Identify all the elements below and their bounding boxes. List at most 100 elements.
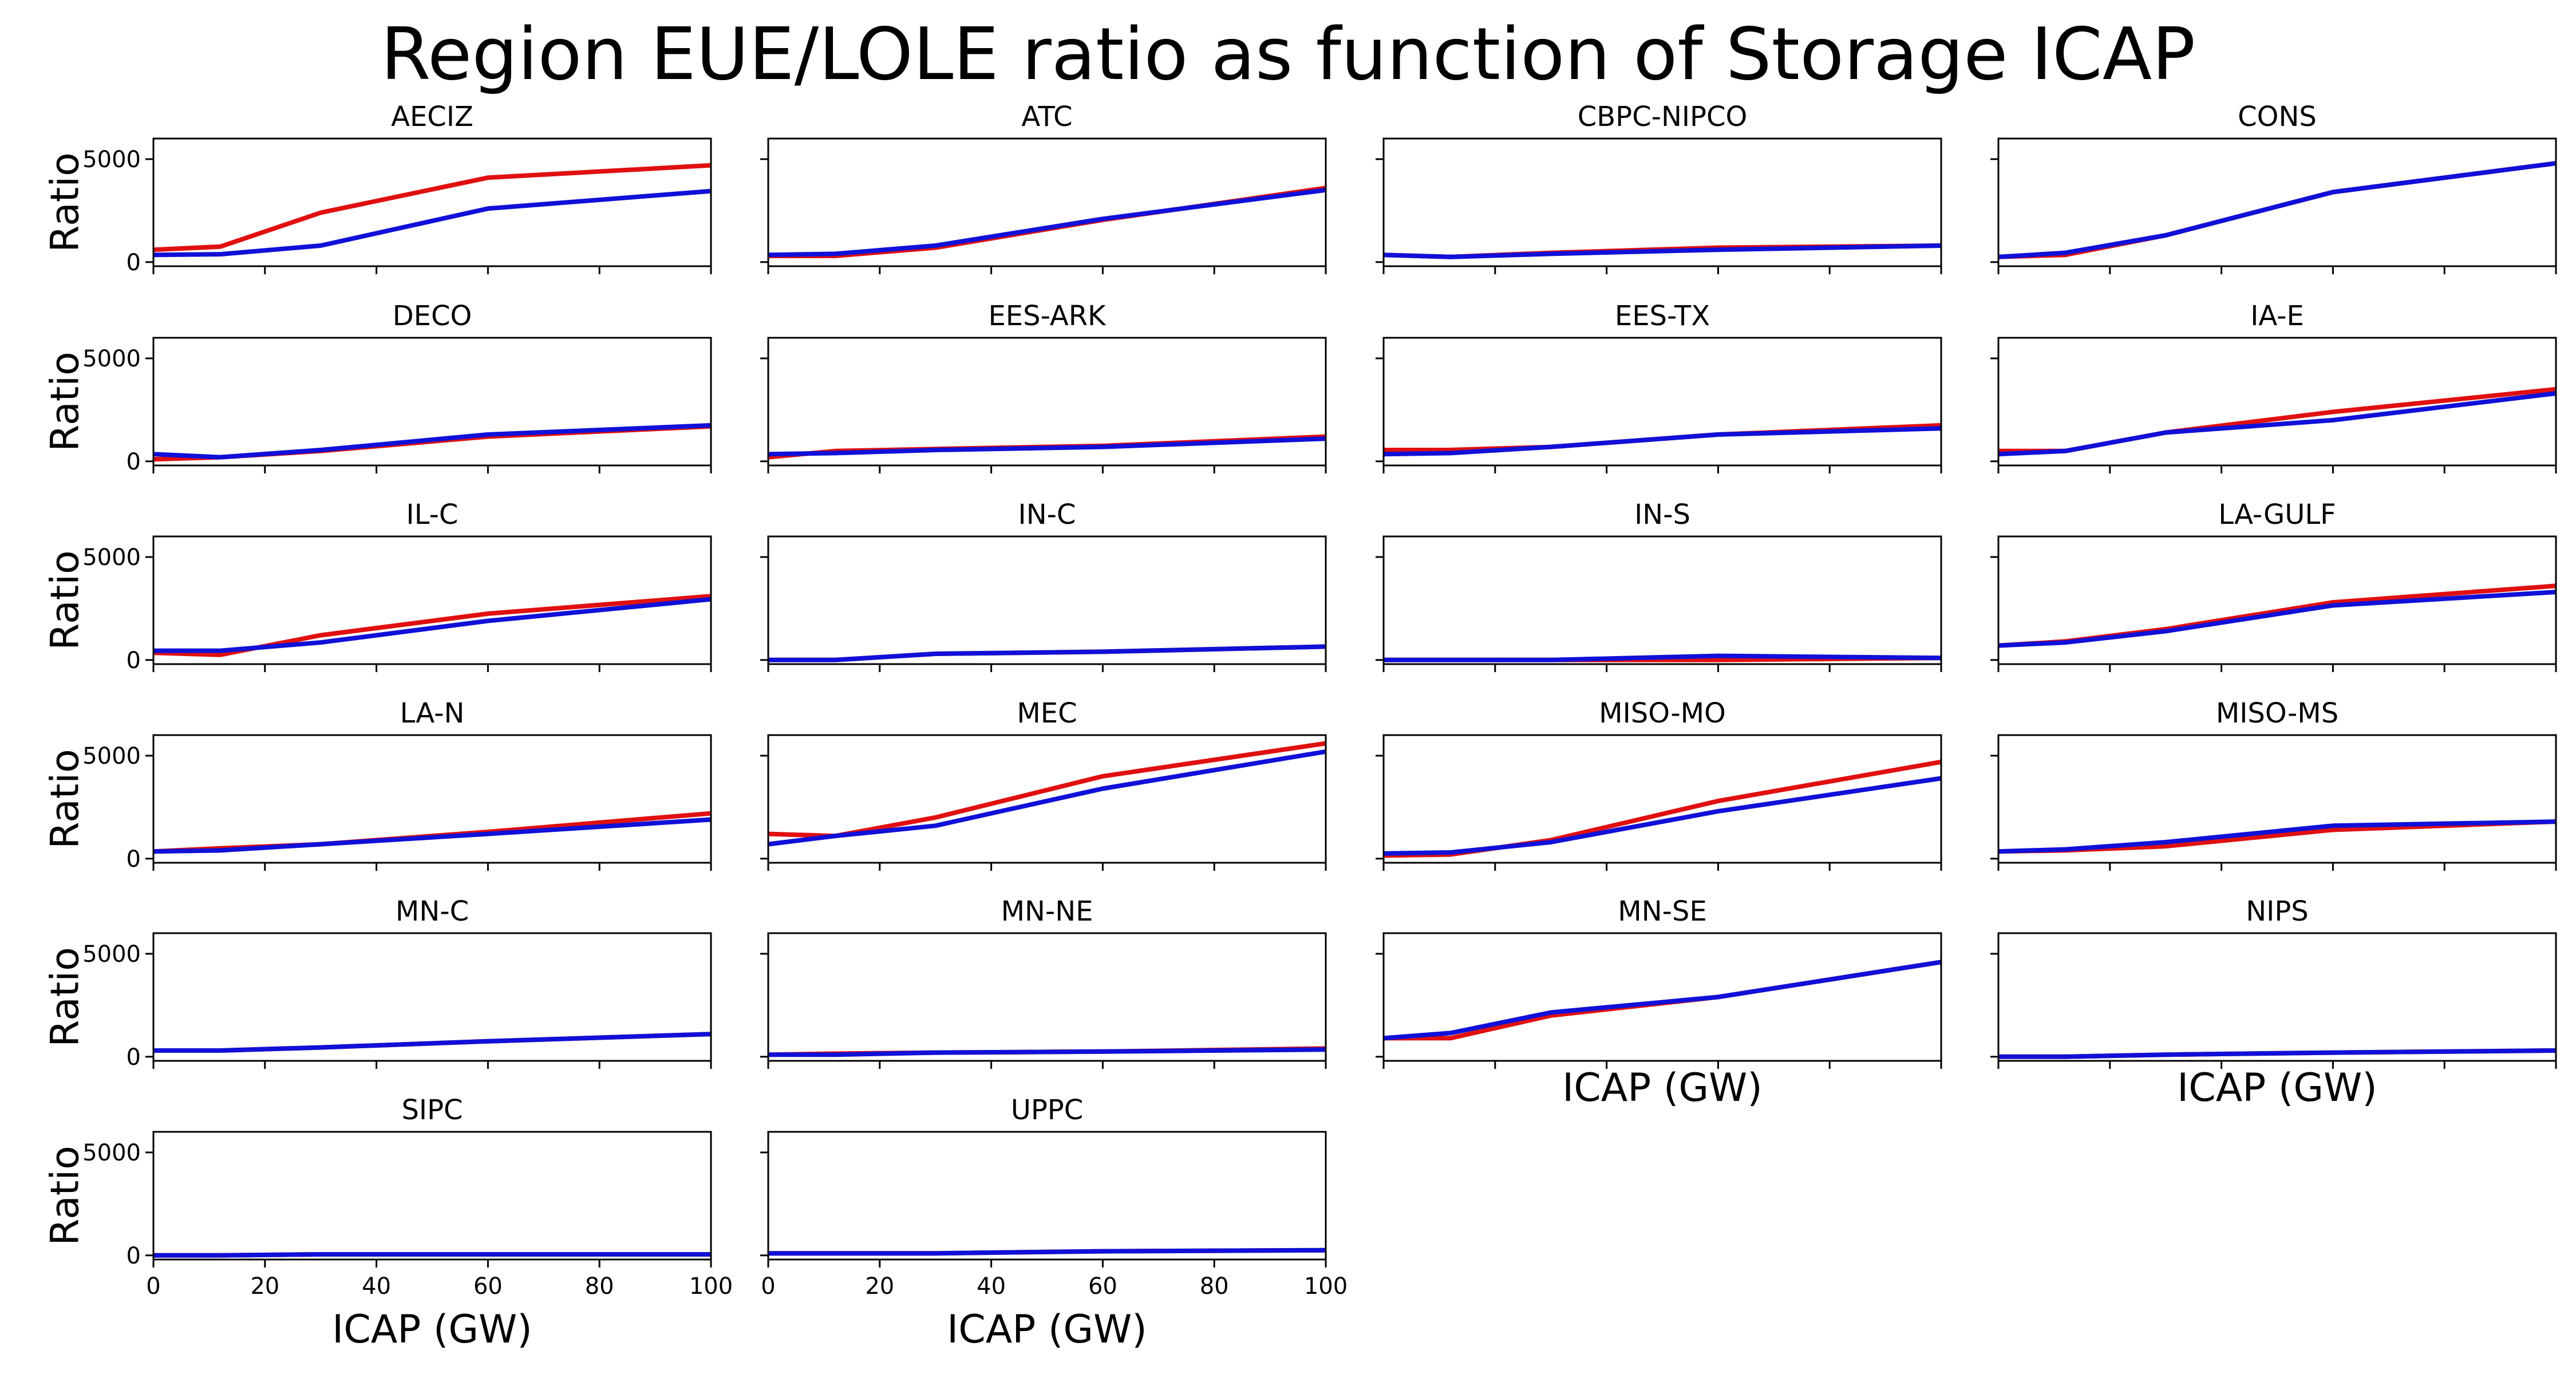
axes-frame-cons: [1997, 137, 2557, 267]
y-tick-label-deco-0: 0: [127, 449, 141, 475]
subplot-title-ees-tx: EES-TX: [1615, 300, 1710, 332]
series-line-blue-mn-se: [1383, 960, 1942, 1041]
subplot-title-deco: DECO: [393, 300, 472, 332]
series-line-blue-ees-tx: [1383, 426, 1942, 457]
subplot-mec: MEC: [760, 697, 1327, 871]
y-tick-label-deco-1: 5000: [82, 346, 141, 372]
subplot-title-aeciz: AECIZ: [391, 101, 473, 133]
subplot-ees-ark: EES-ARK: [760, 300, 1327, 473]
y-axis-label-la-n: Ratio: [43, 749, 88, 849]
axes-frame-mn-ne: [767, 932, 1327, 1062]
series-line-blue-mec: [768, 749, 1326, 847]
x-tick-label-sipc-4: 80: [585, 1273, 614, 1300]
series-line-blue-il-c: [153, 597, 712, 653]
subplot-title-mn-se: MN-SE: [1618, 895, 1706, 927]
y-tick-label-il-c-1: 5000: [82, 544, 141, 571]
axes-frame-uppc: [767, 1131, 1327, 1261]
series-line-blue-ees-ark: [768, 436, 1326, 457]
axes-frame-atc: [767, 137, 1327, 267]
axes-frame-ees-tx: [1382, 337, 1942, 467]
subplot-mn-ne: MN-NE: [760, 895, 1327, 1069]
series-line-blue-miso-ms: [1998, 819, 2557, 854]
series-line-blue-uppc: [768, 1247, 1326, 1256]
series-line-red-aeciz: [153, 163, 712, 252]
x-axis-label-sipc: ICAP (GW): [332, 1307, 532, 1352]
subplot-title-mec: MEC: [1017, 697, 1077, 729]
y-tick-label-la-n-0: 0: [127, 846, 141, 872]
subplot-title-in-c: IN-C: [1018, 499, 1076, 531]
series-line-blue-deco: [153, 423, 712, 460]
subplot-miso-mo: MISO-MO: [1376, 697, 1942, 871]
series-line-red-mec: [768, 741, 1326, 839]
axes-frame-mn-c: [152, 932, 712, 1062]
axes-frame-in-s: [1382, 535, 1942, 665]
axes-frame-sipc: [152, 1131, 712, 1261]
axes-frame-mn-se: [1382, 932, 1942, 1062]
figure-title: Region EUE/LOLE ratio as function of Sto…: [381, 12, 2195, 96]
series-line-blue-cbpc-nipco: [1383, 243, 1942, 259]
x-tick-label-sipc-1: 20: [250, 1273, 279, 1300]
y-tick-label-mn-c-1: 5000: [82, 941, 141, 968]
subplot-la-gulf: LA-GULF: [1990, 499, 2557, 672]
series-line-blue-ia-e: [1998, 391, 2557, 457]
x-tick-label-uppc-4: 80: [1200, 1273, 1229, 1300]
subplot-title-ees-ark: EES-ARK: [988, 300, 1107, 332]
x-tick-label-sipc-0: 0: [146, 1273, 160, 1300]
x-tick-label-uppc-5: 100: [1304, 1273, 1348, 1300]
y-tick-label-aeciz-1: 5000: [82, 147, 141, 173]
subplot-title-mn-c: MN-C: [396, 895, 469, 927]
x-tick-label-sipc-5: 100: [689, 1273, 733, 1300]
x-axis-label-uppc: ICAP (GW): [947, 1307, 1147, 1352]
x-tick-label-sipc-3: 60: [473, 1273, 503, 1300]
series-line-blue-la-gulf: [1998, 590, 2557, 648]
subplot-title-miso-mo: MISO-MO: [1599, 697, 1726, 729]
subplot-title-mn-ne: MN-NE: [1001, 895, 1093, 927]
subplot-title-la-n: LA-N: [400, 697, 465, 729]
axes-frame-miso-mo: [1382, 734, 1942, 864]
series-line-blue-in-c: [768, 644, 1326, 662]
subplot-title-nips: NIPS: [2246, 895, 2308, 927]
series-line-blue-miso-mo: [1383, 776, 1942, 856]
y-axis-label-sipc: Ratio: [43, 1146, 88, 1246]
axes-frame-la-n: [152, 734, 712, 864]
subplot-title-uppc: UPPC: [1011, 1094, 1084, 1126]
subplot-title-miso-ms: MISO-MS: [2216, 697, 2338, 729]
axes-frame-cbpc-nipco: [1382, 137, 1942, 267]
y-axis-label-mn-c: Ratio: [43, 947, 88, 1047]
subplot-title-il-c: IL-C: [406, 499, 459, 531]
series-line-blue-in-s: [1384, 653, 1942, 662]
subplot-in-s: IN-S: [1376, 499, 1942, 672]
x-tick-label-uppc-3: 60: [1088, 1273, 1117, 1300]
x-axis-label-nips: ICAP (GW): [2177, 1065, 2377, 1111]
subplot-title-sipc: SIPC: [401, 1094, 463, 1126]
y-tick-label-sipc-1: 5000: [82, 1140, 141, 1166]
y-tick-label-aeciz-0: 0: [127, 250, 141, 276]
subplot-miso-ms: MISO-MS: [1990, 697, 2557, 871]
subplot-title-cons: CONS: [2238, 101, 2317, 133]
series-line-red-il-c: [153, 594, 712, 657]
x-tick-label-uppc-1: 20: [865, 1273, 894, 1300]
x-tick-label-uppc-2: 40: [977, 1273, 1006, 1300]
series-line-blue-nips: [1998, 1048, 2557, 1059]
series-line-blue-cons: [1998, 161, 2557, 259]
subplot-title-ia-e: IA-E: [2250, 300, 2304, 332]
subplot-title-la-gulf: LA-GULF: [2218, 499, 2336, 531]
y-tick-label-il-c-0: 0: [127, 647, 141, 674]
y-axis-label-deco: Ratio: [43, 352, 88, 452]
subplot-title-in-s: IN-S: [1634, 499, 1690, 531]
axes-frame-ees-ark: [767, 337, 1327, 467]
subplot-ees-tx: EES-TX: [1376, 300, 1942, 473]
series-line-blue-atc: [768, 187, 1326, 258]
axes-frame-la-gulf: [1997, 535, 2557, 665]
y-tick-label-mn-c-0: 0: [127, 1044, 141, 1071]
series-line-blue-aeciz: [153, 188, 712, 258]
x-axis-label-mn-se: ICAP (GW): [1562, 1065, 1763, 1111]
axes-frame-nips: [1997, 932, 2557, 1062]
